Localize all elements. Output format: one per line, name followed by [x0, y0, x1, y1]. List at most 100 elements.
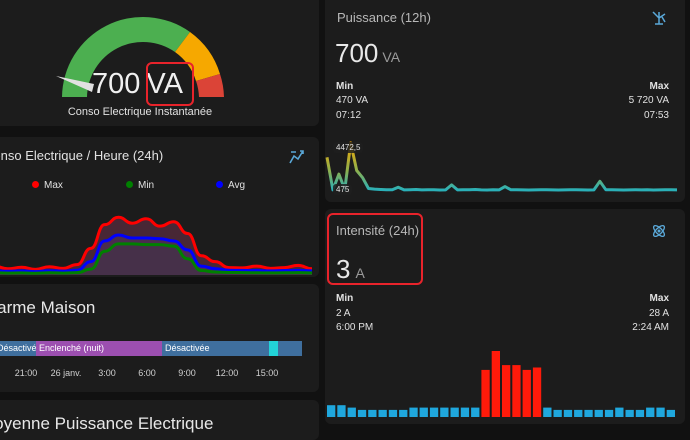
power-card[interactable]: Puissance (12h) 700 VA Min 470 VA 07:12 M…	[325, 0, 685, 202]
hourly-title: Conso Electrique / Heure (24h)	[0, 148, 164, 163]
power-min-label: Min	[336, 81, 354, 92]
intensity-bar[interactable]	[522, 369, 531, 417]
intensity-max-value: 28 A	[648, 308, 669, 319]
power-value-number: 700	[335, 38, 379, 68]
alarm-segment[interactable]: Enclenché (nuit)	[36, 341, 162, 356]
intensity-bar[interactable]	[409, 407, 418, 417]
intensity-bar[interactable]	[563, 409, 573, 417]
intensity-bar[interactable]	[656, 407, 665, 417]
power-value-unit: VA	[382, 49, 401, 65]
intensity-bar[interactable]	[584, 409, 593, 417]
hourly-card[interactable]: Conso Electrique / Heure (24h) Max Min A…	[0, 137, 319, 277]
intensity-bar[interactable]	[337, 405, 346, 417]
spark-bottom-label: 475	[333, 184, 353, 195]
gauge-label: Conso Electrique Instantanée	[67, 106, 213, 118]
intensity-max-label: Max	[649, 293, 669, 304]
intensity-bar[interactable]	[429, 407, 439, 417]
intensity-bar[interactable]	[419, 407, 428, 417]
series-line-min[interactable]	[0, 242, 313, 275]
intensity-bar[interactable]	[532, 367, 542, 418]
alarm-segment[interactable]	[278, 341, 302, 356]
intensity-min-time: 6:00 PM	[336, 322, 374, 333]
alarm-title: Alarme Maison	[0, 298, 96, 317]
alarm-timeline[interactable]: DésactivéeEnclenché (nuit)Désactivée	[0, 341, 307, 356]
intensity-bar[interactable]	[625, 409, 634, 417]
alarm-tick-label: 12:00	[215, 368, 239, 378]
series-area-min	[0, 243, 312, 275]
alarm-segment[interactable]: Désactivée	[0, 341, 36, 356]
intensity-bar[interactable]	[327, 405, 336, 417]
intensity-title: Intensité (24h)	[336, 223, 420, 238]
intensity-max-time: 2:24 AM	[632, 322, 669, 333]
intensity-bar[interactable]	[604, 409, 614, 417]
alarm-axis: 21:00 26 janv. 3:00 6:00 9:00 12:00 15:00	[0, 368, 319, 382]
intensity-bar[interactable]	[502, 365, 511, 417]
intensity-bar[interactable]	[440, 407, 449, 417]
intensity-bar[interactable]	[471, 407, 480, 417]
gauge-chart	[56, 16, 224, 97]
atom-icon[interactable]	[650, 222, 668, 245]
intensity-bar[interactable]	[460, 407, 470, 417]
intensity-bar-chart	[327, 351, 675, 418]
intensity-value-number: 3	[336, 254, 351, 284]
intensity-bar[interactable]	[450, 407, 459, 417]
power-max-label: Max	[649, 81, 669, 92]
intensity-value-unit: A	[355, 265, 365, 281]
power-max-value: 5 720 VA	[628, 95, 669, 106]
alarm-tick-label: 15:00	[255, 368, 279, 378]
legend-max-label: Max	[44, 180, 63, 191]
intensity-bar[interactable]	[543, 407, 552, 417]
intensity-bar[interactable]	[481, 369, 490, 417]
intensity-bar[interactable]	[615, 407, 624, 417]
hourly-chart	[0, 215, 313, 275]
annotation-intensity	[327, 213, 423, 285]
intensity-bar[interactable]	[399, 409, 408, 417]
power-meter-icon[interactable]	[650, 9, 668, 32]
gauge-value-number: 700	[92, 68, 141, 100]
intensity-bar[interactable]	[491, 351, 500, 417]
intensity-min-label: Min	[336, 293, 354, 304]
intensity-bar[interactable]	[388, 409, 398, 417]
intensity-bar[interactable]	[646, 407, 655, 417]
avg-power-title: Moyenne Puissance Electrique	[0, 414, 214, 433]
intensity-bar[interactable]	[378, 409, 387, 417]
gauge-value-unit: VA	[146, 68, 183, 100]
intensity-bar[interactable]	[553, 409, 562, 417]
alarm-tick-label: 3:00	[98, 368, 116, 378]
power-min-value: 470 VA	[336, 95, 369, 106]
avg-power-card: Moyenne Puissance Electrique	[0, 400, 319, 440]
legend-max[interactable]: Max	[32, 180, 63, 191]
spark-top-label: 4472,5	[333, 142, 364, 153]
intensity-bar[interactable]	[666, 409, 675, 417]
intensity-bar[interactable]	[347, 407, 356, 417]
alarm-segment[interactable]: Désactivée	[162, 341, 269, 356]
intensity-bar[interactable]	[635, 409, 645, 417]
gauge-green-arc	[62, 16, 190, 97]
legend-min-label: Min	[138, 180, 155, 191]
gauge-card: 700 VA Conso Electrique Instantanée	[0, 0, 319, 126]
power-value: 700 VA	[335, 38, 400, 69]
intensity-bar[interactable]	[368, 409, 377, 417]
series-line-avg[interactable]	[0, 233, 313, 274]
intensity-bar[interactable]	[594, 409, 603, 417]
alarm-segment[interactable]	[269, 341, 278, 356]
intensity-bar[interactable]	[574, 409, 583, 417]
power-title: Puissance (12h)	[337, 10, 431, 25]
legend-max-dot	[32, 181, 39, 188]
alarm-tick-label: 26 janv.	[50, 368, 82, 378]
chart-icon[interactable]	[288, 147, 306, 170]
series-line-max[interactable]	[0, 215, 313, 271]
intensity-bar[interactable]	[357, 409, 367, 417]
power-sparkline	[325, 141, 678, 192]
legend-avg-label: Avg	[228, 180, 246, 191]
intensity-min-value: 2 A	[336, 308, 351, 319]
legend-min[interactable]: Min	[126, 180, 154, 191]
power-line[interactable]	[325, 141, 678, 192]
gauge-needle	[56, 76, 94, 92]
gauge-value: 700 VA	[92, 68, 183, 101]
legend-avg[interactable]: Avg	[216, 180, 245, 191]
legend-min-dot	[126, 181, 133, 188]
intensity-bar[interactable]	[512, 365, 521, 417]
